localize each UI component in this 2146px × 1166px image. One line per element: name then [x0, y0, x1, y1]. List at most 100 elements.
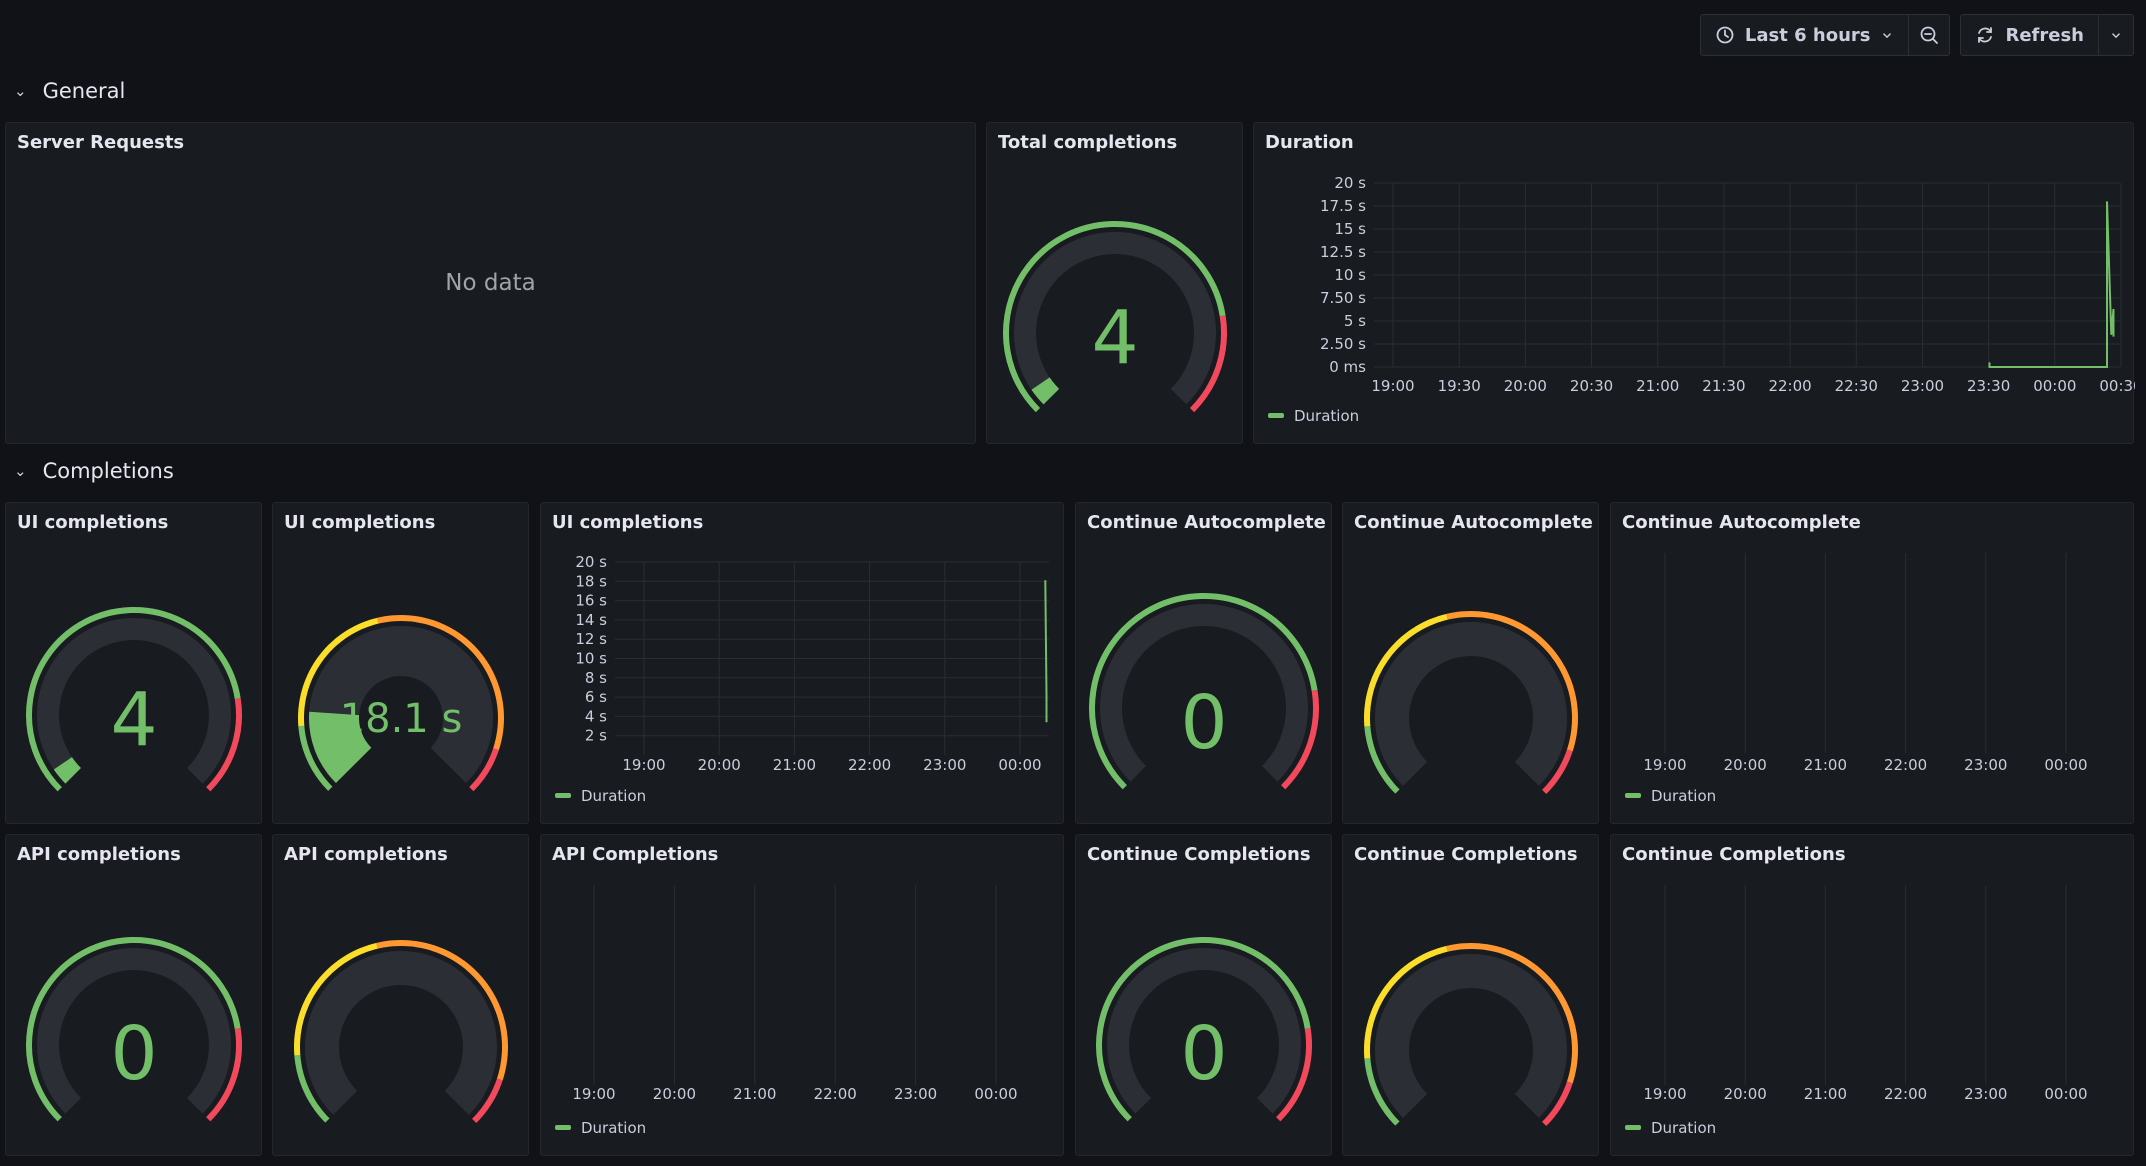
threshold-band-segment [354, 622, 365, 632]
panel-api-completions-chart[interactable]: API Completions 19:00 20:00 21:00 22:00 23:0… [540, 834, 1064, 1156]
threshold-band-segment [1552, 655, 1563, 666]
threshold-band-segment [466, 965, 478, 976]
gauge-value: 0 [1180, 680, 1227, 766]
row-completions[interactable]: ⌄ Completions [14, 459, 174, 483]
threshold-band-segment [1530, 963, 1541, 974]
threshold-band-segment [487, 991, 497, 1002]
panel-continue-autocomplete-duration[interactable]: Continue Autocomplete [1342, 502, 1599, 824]
refresh-button[interactable]: Refresh [1961, 15, 2098, 55]
threshold-band-segment [416, 616, 426, 624]
threshold-band-segment [1486, 612, 1497, 620]
threshold-band-segment [482, 984, 493, 995]
legend-label[interactable]: Duration [581, 1119, 646, 1137]
series-line-duration [1044, 580, 1048, 723]
panel-continue-completions-count[interactable]: Continue Completions 0 [1075, 834, 1332, 1156]
threshold-band-segment [1564, 749, 1573, 760]
threshold-band-segment [312, 768, 323, 779]
gauge: 0 [1096, 937, 1313, 1122]
y-tick-label: 2.50 s [1320, 335, 1366, 353]
panel-continue-autocomplete-chart[interactable]: Continue Autocomplete 19:00 20:00 21:00 22:… [1610, 502, 2134, 824]
y-tick-label: 0 ms [1329, 358, 1366, 376]
series-line-duration [1988, 201, 2115, 368]
gauge [293, 939, 509, 1124]
row-title: General [42, 79, 126, 103]
x-tick-label: 21:00 [733, 1085, 776, 1103]
gauge: 0 [26, 937, 243, 1122]
threshold-band-segment [299, 1005, 308, 1016]
threshold-band-segment [347, 625, 358, 636]
panel-title: Continue Completions [1622, 844, 1846, 865]
threshold-band-segment [1564, 1081, 1573, 1092]
legend-label[interactable]: Duration [1294, 407, 1359, 425]
threshold-band-segment [1569, 1025, 1577, 1035]
y-tick-label: 14 s [575, 611, 607, 629]
timeseries-chart: 20 s 17.5 s 15 s 12.5 s 10 s 7.50 s 5 s 2.50 s 0… [1268, 174, 2135, 425]
threshold-band-segment [1395, 968, 1406, 979]
threshold-band-segment [1547, 777, 1558, 788]
refresh-interval-dropdown[interactable] [2098, 15, 2133, 55]
legend-label[interactable]: Duration [581, 787, 646, 805]
threshold-band-segment [416, 941, 427, 949]
panel-continue-completions-chart[interactable]: Continue Completions 19:00 20:00 21:00 22:0… [1610, 834, 2134, 1156]
threshold-band-segment [302, 997, 312, 1009]
panel-duration[interactable]: Duration 20 s 17.5 s 15 s 12.5 s 10 s 7.50 s 5… [1253, 122, 2135, 444]
threshold-band-segment [1366, 1073, 1375, 1084]
panel-title: Continue Autocomplete [1622, 512, 1861, 533]
threshold-band-segment [1415, 622, 1426, 632]
x-tick-label: 19:00 [1643, 756, 1686, 774]
x-tick-label: 22:00 [848, 756, 891, 774]
time-range-picker[interactable]: Last 6 hours [1701, 15, 1909, 55]
row-general[interactable]: ⌄ General [14, 79, 125, 103]
threshold-band-segment [314, 977, 325, 988]
refresh-icon [1978, 27, 1993, 43]
threshold-band-red [1276, 1028, 1313, 1122]
threshold-band-segment [319, 970, 330, 982]
threshold-band-segment [1389, 641, 1400, 653]
panel-continue-autocomplete-count[interactable]: Continue Autocomplete 0 [1075, 502, 1332, 824]
legend-label[interactable]: Duration [1651, 1119, 1716, 1137]
threshold-band-segment [1516, 622, 1528, 633]
threshold-band-segment [453, 955, 465, 966]
threshold-band-segment [1552, 1102, 1563, 1114]
threshold-band-segment [1422, 950, 1433, 961]
threshold-band-segment [1364, 1057, 1372, 1067]
threshold-band-segment [1566, 741, 1576, 752]
threshold-band-segment [496, 725, 504, 735]
threshold-band-green [1003, 220, 1226, 413]
threshold-band-segment [1556, 763, 1567, 775]
legend-label[interactable]: Duration [1651, 787, 1716, 805]
panel-ui-completions-duration[interactable]: UI completions 18.1 s [272, 502, 529, 824]
panel-api-completions-count[interactable]: API completions 0 [5, 834, 262, 1156]
threshold-band-segment [1369, 748, 1378, 759]
threshold-band-segment [487, 755, 497, 766]
threshold-band-segment [499, 1022, 507, 1032]
zoom-out-button[interactable] [1908, 15, 1949, 55]
panel-server-requests[interactable]: Server Requests No data [5, 122, 976, 444]
threshold-band-segment [331, 960, 343, 971]
threshold-band-segment [1478, 611, 1489, 619]
threshold-band-segment [1570, 1057, 1578, 1068]
gauge-track [305, 951, 497, 1115]
threshold-band-segment [1408, 958, 1419, 969]
zoom-out-icon [1921, 26, 1939, 44]
timeseries-chart: 20 s18 s 16 s14 s12 s 10 s8 s6 s4 s 2 s 19:0… [555, 553, 1049, 805]
threshold-band-segment [1502, 616, 1513, 625]
x-tick-label: 00:00 [2033, 377, 2076, 395]
threshold-band-segment [1401, 631, 1413, 642]
threshold-band-segment [298, 701, 306, 711]
gauge [1363, 610, 1579, 795]
panel-continue-completions-duration[interactable]: Continue Completions [1342, 834, 1599, 1156]
panel-title: API completions [17, 844, 181, 865]
threshold-band-segment [1557, 994, 1567, 1005]
panel-total-completions[interactable]: Total completions 4 [986, 122, 1243, 444]
threshold-band-segment [1379, 770, 1390, 781]
threshold-band-segment [1542, 1115, 1553, 1127]
threshold-band-segment [486, 1092, 497, 1104]
threshold-band-segment [314, 1105, 325, 1117]
gauge-track [1375, 954, 1567, 1118]
x-tick-label: 00:00 [974, 1085, 1017, 1103]
threshold-band-segment [494, 1078, 503, 1089]
panel-api-completions-duration[interactable]: API completions [272, 834, 529, 1156]
panel-ui-completions-count[interactable]: UI completions 4 [5, 502, 262, 824]
